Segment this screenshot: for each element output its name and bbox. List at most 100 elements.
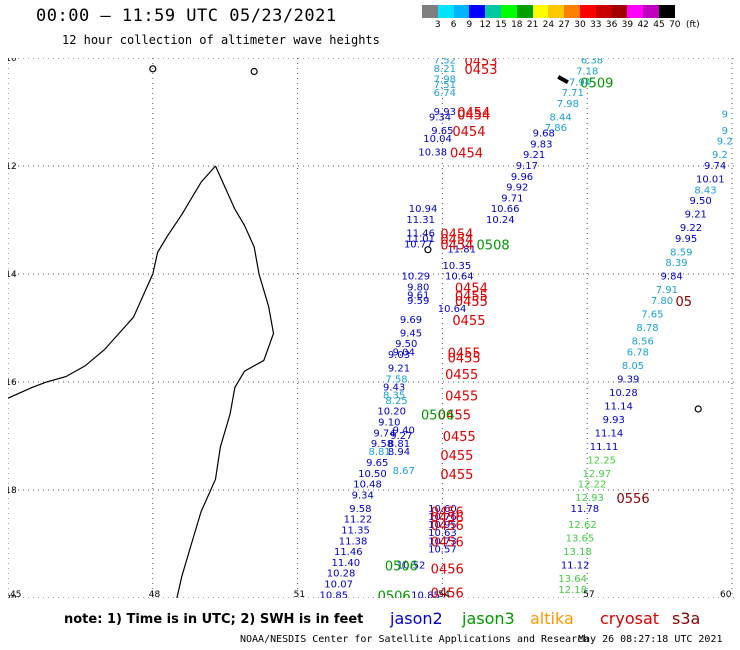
wave-height-value: 11.14 <box>595 428 624 439</box>
wave-height-value: 9.45 <box>400 328 422 339</box>
x-tick-label: 45 <box>10 590 21 598</box>
wave-height-value: 10.85 <box>319 590 348 598</box>
island <box>149 65 157 73</box>
wave-height-value: 9.93 <box>603 415 625 426</box>
wave-height-value: 9.92 <box>506 183 528 194</box>
wave-height-value: 9.21 <box>388 364 410 375</box>
legend-tick: 6 <box>450 20 457 30</box>
wave-height-value: 9.83 <box>530 139 552 150</box>
wave-height-value: 9.93 <box>434 107 456 118</box>
wave-height-value: 9.80 <box>407 283 429 294</box>
wave-height-value: 10.28 <box>609 388 638 399</box>
wave-height-value: 12.18 <box>558 585 587 596</box>
wave-height-value: 8.39 <box>665 258 687 269</box>
color-legend: 3 6 9 12 15 18 21 24 27 30 33 36 39 42 45 70 (ft) <box>422 5 740 32</box>
credit-organization: NOAA/NESDIS Center for Satellite Applica… <box>240 634 590 645</box>
x-tick-label: 54 <box>438 590 450 598</box>
pass-time-label: 0455 <box>440 449 473 464</box>
wave-height-value: 9 <box>722 110 728 121</box>
wave-height-value: 7.86 <box>545 123 567 134</box>
wave-height-value: 10.94 <box>409 204 438 215</box>
wave-height-value: 9.10 <box>378 418 400 429</box>
y-tick-label: -12 <box>8 162 17 172</box>
wave-height-value: 7.58 <box>385 374 407 385</box>
wave-height-value: 10.66 <box>491 204 520 215</box>
pass-time-label: 0455 <box>443 430 476 445</box>
x-tick-label: 60 <box>720 590 732 598</box>
wave-height-value: 9.74 <box>704 161 726 172</box>
wave-height-value: 11.81 <box>447 245 476 256</box>
wave-height-value: 12.22 <box>578 480 607 491</box>
wave-height-value: 9.34 <box>352 490 374 501</box>
wave-height-value: 10.76 <box>428 512 457 523</box>
legend-tick: 42 <box>637 20 649 30</box>
pass-time-label: 0508 <box>477 238 510 253</box>
wave-height-value: 8.44 <box>550 112 572 123</box>
credit-timestamp: May 26 08:27:18 UTC 2021 <box>578 634 723 645</box>
wave-height-value: 8.81 <box>388 439 410 450</box>
y-tick-label: -20 <box>8 594 17 598</box>
pass-time-label: 0456 <box>431 506 464 521</box>
wave-height-value: 11.01 <box>406 234 435 245</box>
wave-height-value: 11.31 <box>406 215 435 226</box>
wave-height-value: 10.52 <box>397 561 426 572</box>
pass-time-label: 0456 <box>431 519 464 534</box>
wave-height-value: 10.38 <box>418 148 447 159</box>
wave-height-value: 11.46 <box>334 547 363 558</box>
y-tick-label: -14 <box>8 270 17 280</box>
wave-height-value: 10.01 <box>696 175 725 186</box>
wave-height-value: 9.84 <box>661 272 683 283</box>
wave-height-value: 9.71 <box>501 193 523 204</box>
legend-tick: 36 <box>605 20 618 30</box>
wave-height-value: 9.68 <box>533 129 555 140</box>
wave-height-value: 9.95 <box>675 234 697 245</box>
wave-height-value: 9.2 <box>712 150 728 161</box>
wave-height-value: 10.48 <box>353 480 382 491</box>
island <box>694 405 702 413</box>
pass-time-label: 0454 <box>440 233 473 248</box>
legend-swatch <box>469 5 486 18</box>
wave-height-value: 13.65 <box>566 534 595 545</box>
satellite-jason2: jason2 <box>390 609 443 628</box>
wave-height-value: 10.24 <box>486 215 515 226</box>
pass-time-label: 0453 <box>464 63 497 78</box>
legend-swatch <box>437 5 454 18</box>
legend-tick: 39 <box>621 20 634 30</box>
pass-time-label: 0455 <box>452 314 485 329</box>
pass-time-label: 0455 <box>445 368 478 383</box>
wave-height-value: 10.57 <box>428 544 457 555</box>
legend-swatch <box>532 5 549 18</box>
legend-swatch <box>643 5 659 18</box>
pass-time-label: 0506 <box>378 589 411 598</box>
satellite-altika: altika <box>530 609 574 628</box>
wave-height-value: 7.98 <box>434 75 456 86</box>
pass-time-label: 0454 <box>450 147 483 162</box>
wave-height-value: 12.62 <box>568 520 597 531</box>
pass-time-label: 0455 <box>455 290 488 305</box>
wave-height-value: 11.14 <box>604 401 633 412</box>
pass-time-label: 0455 <box>448 346 481 361</box>
wave-height-value: 9.43 <box>383 382 405 393</box>
pass-time-label: 0455 <box>445 390 478 405</box>
wave-height-value: 9.27 <box>390 431 412 442</box>
wave-height-value: 9.74 <box>373 428 395 439</box>
pass-time-label: 0506 <box>421 408 454 423</box>
legend-color-bar <box>422 5 740 18</box>
wave-height-value: 11.38 <box>339 536 368 547</box>
wave-height-value: 10.28 <box>327 569 356 580</box>
pass-time-label: 0454 <box>452 125 485 140</box>
wave-height-value: 11.78 <box>570 504 599 515</box>
wave-height-value: 8.25 <box>385 396 407 407</box>
wave-height-value: 9.34 <box>429 112 451 123</box>
wave-height-value: 9.22 <box>680 223 702 234</box>
coastline <box>8 65 702 598</box>
legend-tick: 24 <box>542 20 555 30</box>
wave-height-value: 13.64 <box>558 574 587 585</box>
satellite-cryosat: cryosat <box>600 609 660 628</box>
coastline-segment <box>176 165 275 598</box>
wave-height-value: 8.43 <box>694 185 716 196</box>
pass-time-label: 0455 <box>440 468 473 483</box>
legend-tick: 12 <box>479 20 491 30</box>
wave-height-value: 7.51 <box>434 80 456 91</box>
legend-tick: 15 <box>495 20 507 30</box>
